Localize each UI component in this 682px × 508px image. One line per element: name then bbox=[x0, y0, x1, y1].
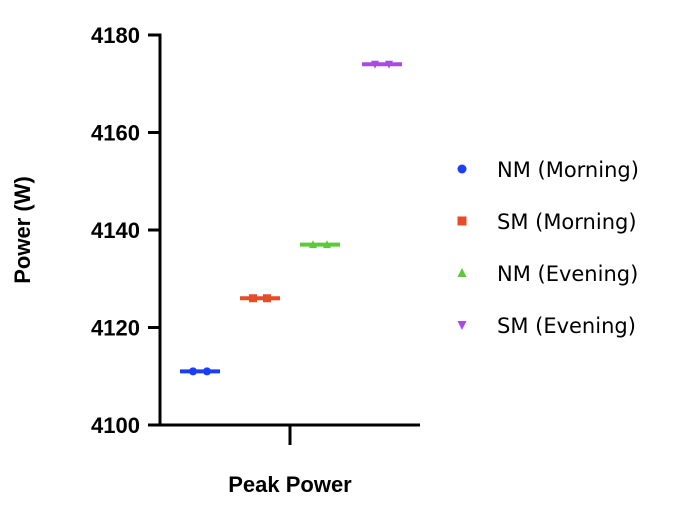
legend-label: SM (Morning) bbox=[497, 210, 637, 234]
series-sm-evening bbox=[362, 60, 402, 69]
legend-marker bbox=[457, 321, 467, 330]
legend-marker bbox=[457, 164, 467, 174]
data-point bbox=[309, 240, 317, 249]
data-marks bbox=[180, 60, 402, 376]
y-axis: 4100 4120 4140 4160 4180 bbox=[91, 23, 162, 438]
data-point bbox=[385, 60, 393, 69]
data-point bbox=[263, 294, 271, 303]
series-nm-evening bbox=[300, 240, 340, 249]
y-axis-title: Power (W) bbox=[10, 176, 35, 284]
legend-item: SM (Evening) bbox=[457, 314, 636, 338]
y-tick-label: 4180 bbox=[91, 23, 140, 48]
data-point bbox=[249, 294, 257, 303]
series-nm-morning bbox=[180, 367, 220, 376]
legend-marker bbox=[457, 268, 467, 277]
y-tick-label: 4120 bbox=[91, 316, 140, 341]
legend: NM (Morning) SM (Morning) NM (Evening) SM (… bbox=[457, 158, 639, 338]
legend-label: NM (Morning) bbox=[497, 158, 639, 182]
x-axis bbox=[158, 423, 420, 445]
data-point bbox=[189, 367, 197, 376]
series-sm-morning bbox=[240, 294, 280, 303]
y-tick-label: 4160 bbox=[91, 121, 140, 146]
y-tick-label: 4100 bbox=[91, 413, 140, 438]
data-point bbox=[323, 240, 331, 249]
legend-marker bbox=[457, 216, 467, 226]
data-point bbox=[203, 367, 211, 376]
legend-item: SM (Morning) bbox=[457, 210, 637, 234]
legend-label: SM (Evening) bbox=[497, 314, 636, 338]
legend-item: NM (Morning) bbox=[457, 158, 639, 182]
y-tick-label: 4140 bbox=[91, 218, 140, 243]
legend-label: NM (Evening) bbox=[497, 262, 638, 286]
legend-item: NM (Evening) bbox=[457, 262, 638, 286]
x-axis-title: Peak Power bbox=[228, 472, 352, 497]
data-point bbox=[371, 60, 379, 69]
